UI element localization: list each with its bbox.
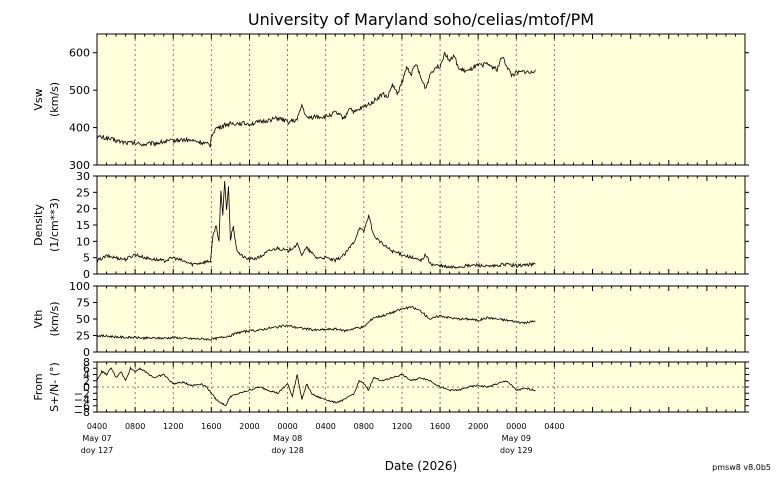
panel-from-y-tick-label: 0 — [83, 381, 90, 394]
panel-from-y-tick-label: 8 — [83, 356, 90, 369]
panel-from-y-tick-label: 6 — [83, 362, 90, 375]
panel-density-background — [96, 175, 746, 275]
panel-density-y-tick-label: 25 — [76, 186, 90, 199]
panel-vsw-background — [96, 33, 746, 166]
panel-density-y-tick-label: 5 — [83, 252, 90, 265]
panel-vth-series-line — [96, 305, 536, 341]
panel-from-y-tick-label: −2 — [74, 387, 90, 400]
day-date-label: May 07 — [82, 434, 111, 443]
x-tick-label: 1200 — [163, 422, 183, 431]
x-tick-label: 0800 — [354, 422, 374, 431]
panel-from-y-tick-label: −8 — [74, 406, 90, 419]
panel-from-y-tick-label: −6 — [74, 400, 90, 413]
panel-from-y-tick-label: −4 — [74, 394, 90, 407]
x-tick-label: 2000 — [239, 422, 259, 431]
x-tick-label: 1600 — [201, 422, 221, 431]
panel-density-y-tick-label: 0 — [83, 268, 90, 281]
panel-from-y-tick-label: 4 — [83, 369, 90, 382]
panel-vth-yunit: (km/s) — [48, 301, 61, 336]
panel-density-y-tick-label: 20 — [76, 203, 90, 216]
panel-vsw-yunit: (km/s) — [48, 82, 61, 117]
x-tick-label: 1600 — [430, 422, 450, 431]
panel-vsw-ylabel: Vsw — [32, 88, 45, 110]
x-tick-label: 1200 — [392, 422, 412, 431]
panel-from-series-line — [96, 366, 536, 407]
panel-vsw-series-line — [96, 51, 536, 148]
version-label: pmsw8 v8.0b5 — [712, 463, 771, 472]
day-date-label: May 08 — [273, 434, 302, 443]
x-tick-label: 0400 — [87, 422, 107, 431]
panel-vsw-y-tick-label: 400 — [69, 122, 90, 135]
panel-vth: 0 25 50 75 100 Vth (km/s) — [32, 280, 749, 359]
panel-from-ylabel: From — [32, 373, 45, 400]
panel-vsw: 300 400 500 600 Vsw (km/s) — [32, 33, 749, 172]
panel-density-ylabel: Density — [32, 204, 45, 246]
panel-density-y-tick-label: 15 — [76, 219, 90, 232]
panel-from-yunit: S+/N- (°) — [48, 362, 61, 412]
panel-vsw-y-tick-label: 300 — [69, 159, 90, 172]
panel-vth-ylabel: Vth — [32, 310, 45, 329]
panel-vth-y-tick-label: 75 — [76, 297, 90, 310]
panel-density-y-tick-label: 30 — [76, 170, 90, 183]
panel-vsw-y-tick-label: 600 — [69, 47, 90, 60]
day-doy-label: doy 127 — [81, 446, 114, 455]
panel-vth-y-tick-label: 25 — [76, 330, 90, 343]
x-tick-label: 2000 — [468, 422, 488, 431]
panel-density-series-line — [96, 180, 536, 270]
panel-from-y-tick-label: 2 — [83, 375, 90, 388]
x-axis: 0400 0800 1200 1600 2000 0000 0400 0800 1200 1600… — [81, 422, 565, 455]
day-doy-label: doy 128 — [271, 446, 304, 455]
day-date-label: May 09 — [502, 434, 531, 443]
panel-vsw-y-tick-label: 500 — [69, 84, 90, 97]
panel-density-yunit: (1/cm**3) — [48, 198, 61, 252]
panel-density: 0 5 10 15 20 25 30 Density (1/cm**3) — [32, 170, 749, 281]
chart-title: University of Maryland soho/celias/mtof/… — [248, 10, 594, 29]
x-tick-label: 0000 — [506, 422, 526, 431]
panel-vth-y-tick-label: 0 — [83, 346, 90, 359]
x-axis-label: Date (2026) — [385, 459, 457, 473]
x-tick-label: 0800 — [125, 422, 145, 431]
x-tick-label: 0400 — [316, 422, 336, 431]
day-doy-label: doy 129 — [500, 446, 533, 455]
panel-vth-background — [96, 285, 746, 353]
panel-density-y-tick-label: 10 — [76, 235, 90, 248]
panel-vth-y-tick-label: 100 — [69, 280, 90, 293]
x-tick-label: 0400 — [544, 422, 564, 431]
panel-vth-y-tick-label: 50 — [76, 313, 90, 326]
x-tick-label: 0000 — [277, 422, 297, 431]
